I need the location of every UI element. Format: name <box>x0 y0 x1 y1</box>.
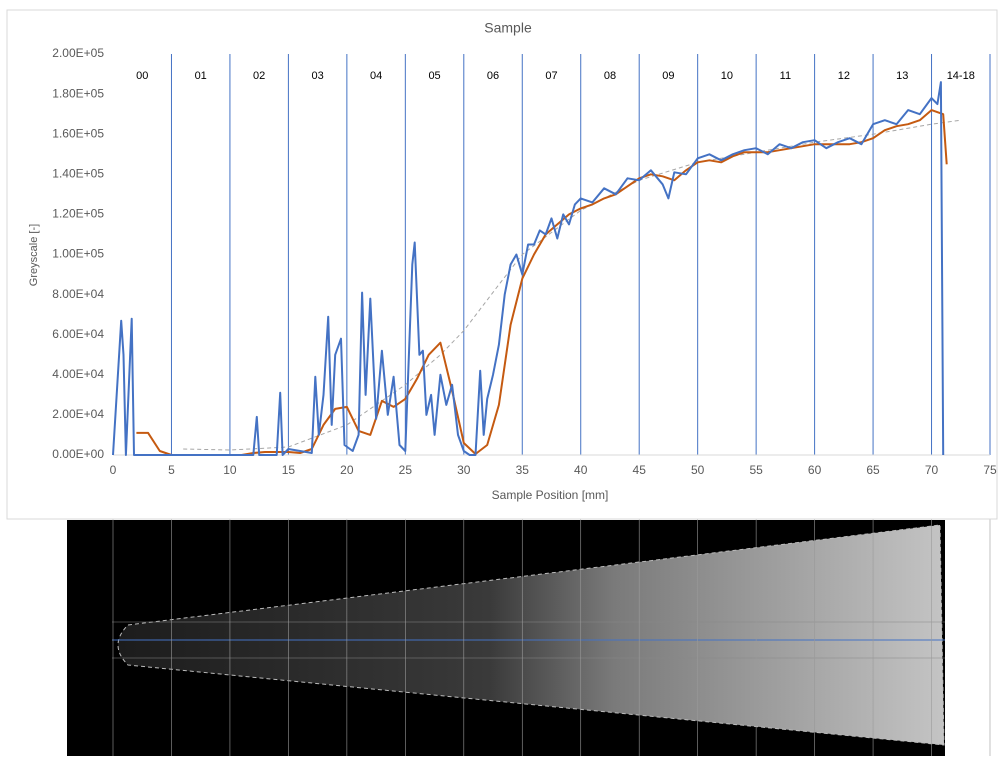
page: {"chart_data": { "type": "line", "title"… <box>0 0 998 756</box>
section-label: 06 <box>487 70 499 82</box>
section-label: 09 <box>662 70 674 82</box>
section-label: 03 <box>312 70 324 82</box>
section-label: 10 <box>721 70 733 82</box>
x-tick-label: 65 <box>866 463 880 477</box>
x-tick-label: 25 <box>399 463 413 477</box>
y-tick-label: 4.00E+04 <box>52 367 104 381</box>
section-label: 11 <box>780 70 791 82</box>
y-tick-label: 1.00E+05 <box>52 247 104 261</box>
y-tick-label: 1.80E+05 <box>52 86 104 100</box>
x-tick-label: 50 <box>691 463 705 477</box>
y-tick-label: 2.00E+05 <box>52 46 104 60</box>
y-tick-label: 1.60E+05 <box>52 126 104 140</box>
y-tick-label: 1.20E+05 <box>52 207 104 221</box>
y-tick-label: 0.00E+00 <box>52 447 104 461</box>
section-label: 05 <box>428 70 440 82</box>
x-tick-label: 5 <box>168 463 175 477</box>
x-tick-label: 20 <box>340 463 354 477</box>
section-label: 12 <box>838 70 850 82</box>
x-tick-label: 60 <box>808 463 822 477</box>
x-tick-label: 75 <box>983 463 997 477</box>
x-tick-label: 40 <box>574 463 588 477</box>
x-tick-label: 35 <box>516 463 530 477</box>
x-tick-label: 55 <box>749 463 763 477</box>
y-tick-label: 6.00E+04 <box>52 327 104 341</box>
x-tick-label: 45 <box>633 463 647 477</box>
section-label: 02 <box>253 70 265 82</box>
section-label: 00 <box>136 70 148 82</box>
x-tick-label: 10 <box>223 463 237 477</box>
chart-title: Sample <box>484 20 532 36</box>
x-tick-label: 30 <box>457 463 471 477</box>
y-tick-label: 1.40E+05 <box>52 166 104 180</box>
x-tick-label: 0 <box>110 463 117 477</box>
x-tick-label: 15 <box>282 463 296 477</box>
section-label: 14-18 <box>947 70 975 82</box>
section-label: 07 <box>545 70 557 82</box>
sample-photo <box>67 510 990 756</box>
section-label: 08 <box>604 70 616 82</box>
y-tick-label: 2.00E+04 <box>52 407 104 421</box>
figure: Sample Sample Position [mm] Greyscale [-… <box>0 0 998 756</box>
y-tick-label: 8.00E+04 <box>52 287 104 301</box>
section-label: 13 <box>896 70 908 82</box>
section-label: 04 <box>370 70 382 82</box>
x-axis-label: Sample Position [mm] <box>492 488 609 502</box>
section-label: 01 <box>195 70 207 82</box>
y-axis-label: Greyscale [-] <box>28 224 40 286</box>
x-tick-label: 70 <box>925 463 939 477</box>
